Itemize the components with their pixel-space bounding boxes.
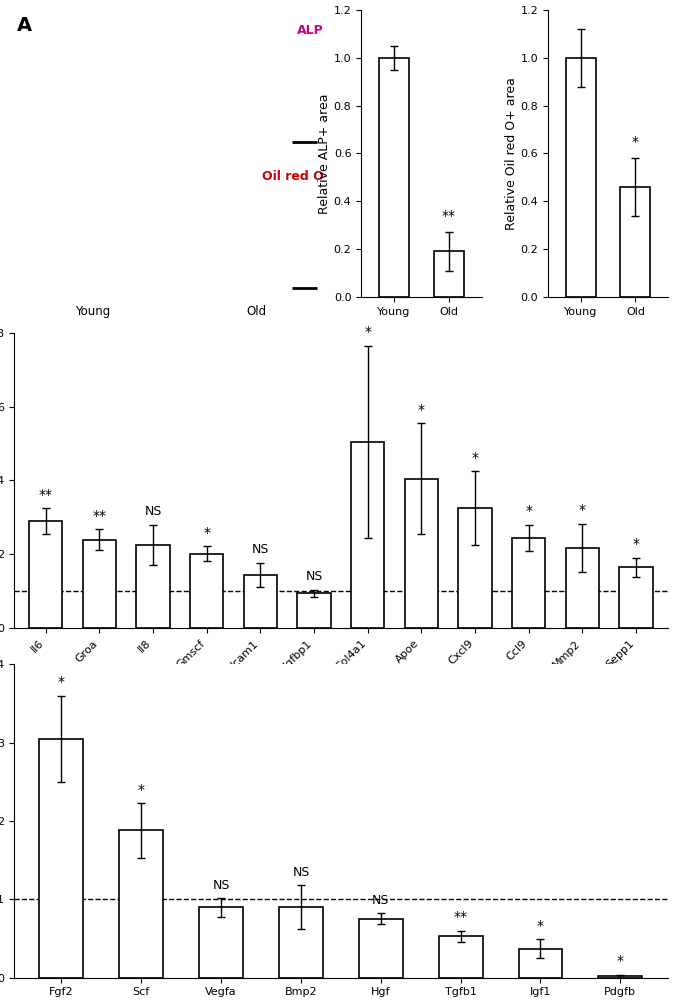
- Text: Oil red O: Oil red O: [262, 170, 323, 183]
- Text: *: *: [364, 325, 371, 339]
- Text: ALP: ALP: [296, 24, 323, 37]
- Text: NS: NS: [213, 879, 230, 891]
- Bar: [298, 593, 331, 628]
- Text: *: *: [579, 503, 586, 517]
- Text: *: *: [632, 135, 639, 148]
- Bar: [512, 538, 545, 628]
- Text: Young: Young: [75, 305, 110, 319]
- Text: *: *: [525, 504, 532, 518]
- Text: NS: NS: [252, 543, 269, 556]
- Bar: [29, 521, 62, 628]
- Bar: [359, 919, 403, 978]
- Bar: [598, 976, 643, 978]
- Bar: [351, 442, 384, 628]
- Bar: [458, 508, 491, 628]
- Text: *: *: [537, 919, 544, 933]
- Y-axis label: Relative ALP+ area: Relative ALP+ area: [318, 93, 331, 214]
- Text: *: *: [203, 525, 210, 539]
- Text: NS: NS: [372, 894, 389, 907]
- Bar: [136, 545, 169, 628]
- Bar: [405, 479, 438, 628]
- Bar: [566, 57, 596, 296]
- Bar: [199, 907, 243, 978]
- Bar: [379, 57, 409, 296]
- Text: A: A: [17, 16, 32, 35]
- Text: *: *: [138, 782, 144, 796]
- Text: *: *: [418, 402, 425, 416]
- Text: **: **: [441, 209, 456, 223]
- Bar: [279, 907, 323, 978]
- Text: *: *: [58, 675, 65, 689]
- Bar: [518, 949, 562, 978]
- Text: **: **: [38, 488, 53, 502]
- Bar: [433, 251, 464, 296]
- Bar: [83, 539, 116, 628]
- Bar: [620, 186, 651, 296]
- Text: *: *: [472, 451, 479, 465]
- Bar: [566, 547, 599, 628]
- Bar: [439, 936, 483, 978]
- Text: Old: Old: [247, 305, 267, 319]
- Bar: [190, 553, 223, 628]
- Bar: [620, 568, 653, 628]
- Y-axis label: Relative Oil red O+ area: Relative Oil red O+ area: [505, 77, 518, 230]
- Bar: [119, 831, 163, 978]
- Text: **: **: [92, 509, 107, 522]
- Text: NS: NS: [292, 866, 310, 879]
- Bar: [39, 739, 84, 978]
- Text: *: *: [632, 537, 639, 551]
- Text: **: **: [454, 910, 468, 924]
- Text: NS: NS: [305, 570, 323, 583]
- Text: *: *: [617, 955, 624, 969]
- Text: NS: NS: [144, 505, 162, 518]
- Bar: [244, 575, 277, 628]
